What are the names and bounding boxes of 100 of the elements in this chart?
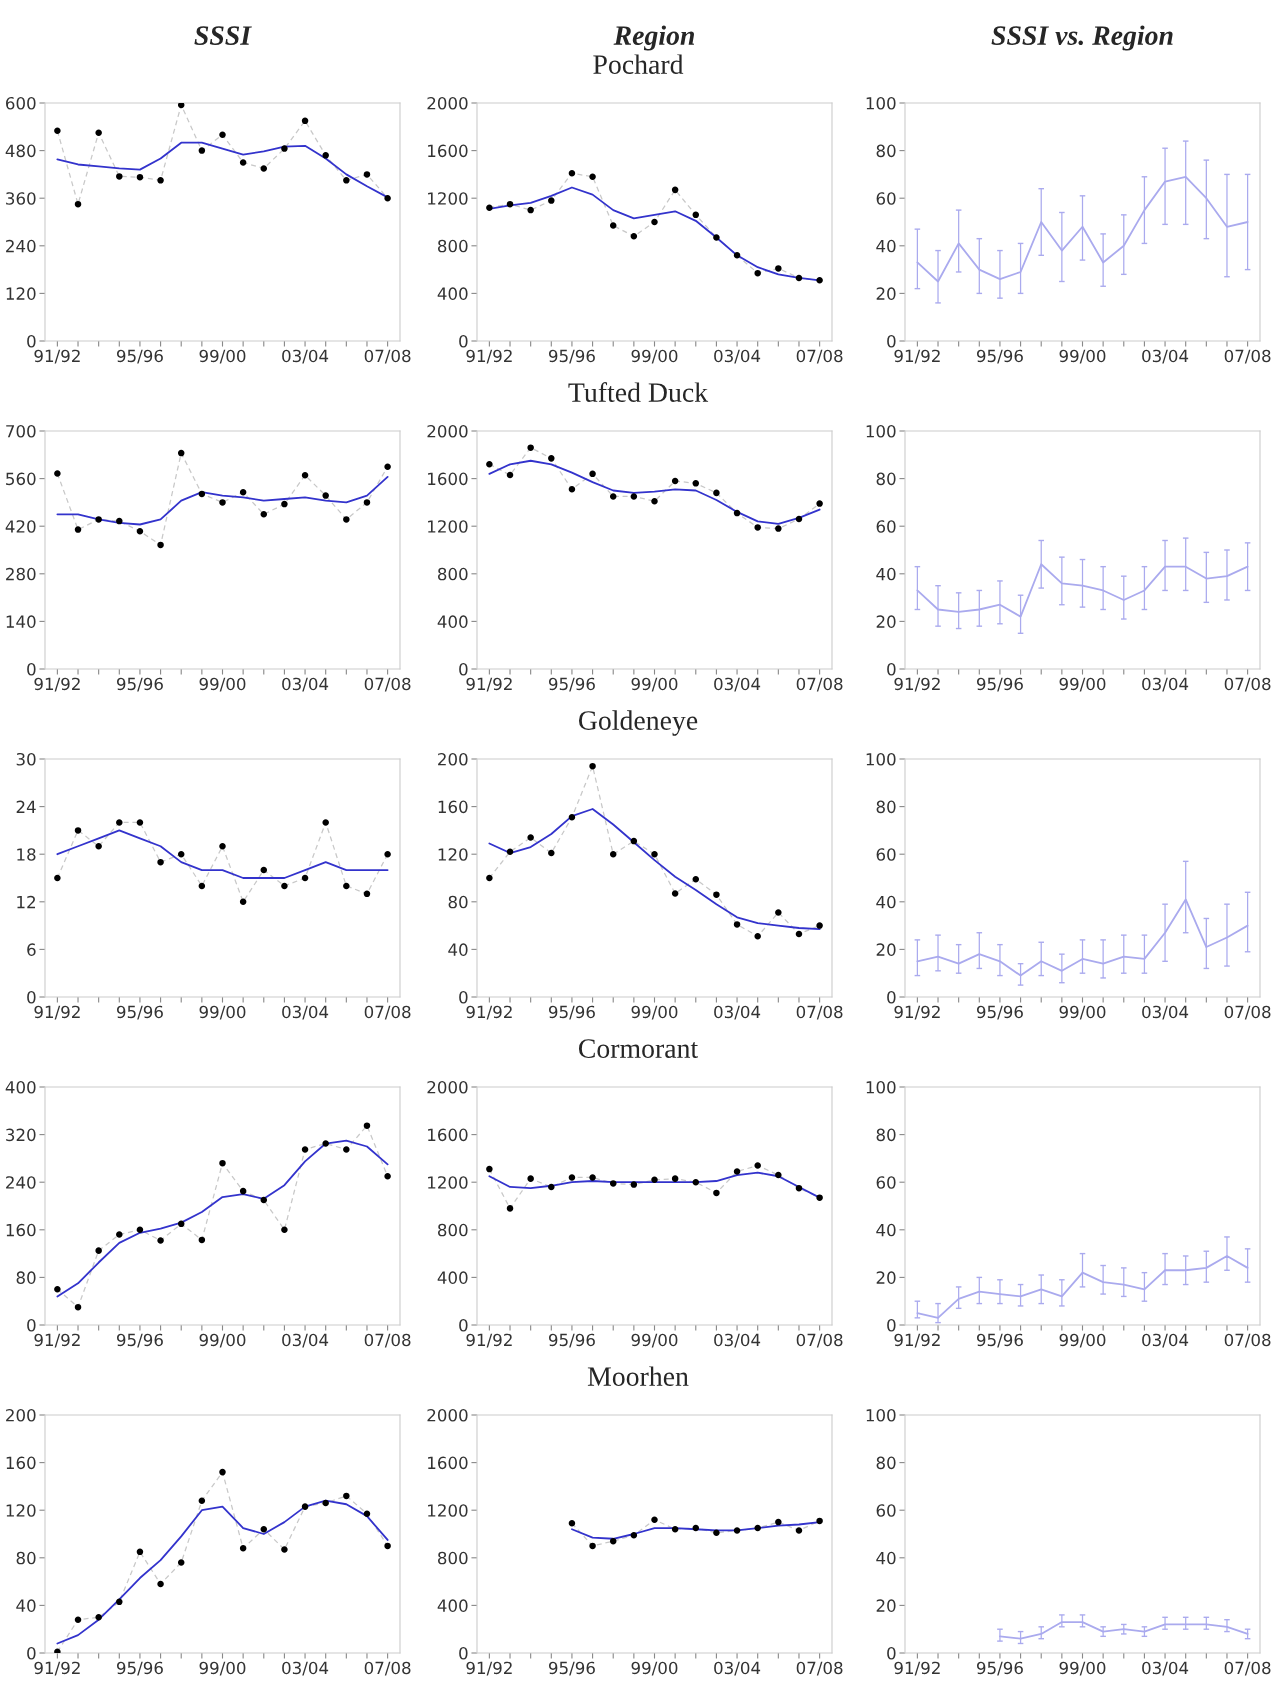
point (74, 1616, 82, 1623)
point (589, 762, 596, 770)
x-tick-label: 99/00 (199, 1333, 246, 1348)
y-tick-label: 40 (876, 895, 896, 909)
point (219, 1159, 226, 1167)
line-series (488, 808, 821, 931)
point (157, 541, 164, 549)
y-tick-label: 20 (876, 615, 896, 628)
point (671, 477, 679, 485)
x-tick-label: 99/00 (1059, 1333, 1106, 1348)
point (239, 1187, 247, 1195)
y-tick-label: 20 (876, 287, 896, 300)
x-tick-label: 95/96 (116, 1005, 163, 1020)
point (651, 1176, 658, 1184)
x-tick-label: 91/92 (894, 677, 940, 692)
x-tick-label: 99/00 (631, 1005, 678, 1020)
point (733, 509, 741, 517)
x-tick-label: 07/08 (1224, 349, 1271, 364)
y-tick-label: 140 (6, 615, 36, 628)
point (54, 127, 61, 135)
point (775, 1518, 782, 1526)
x-tick-label: 95/96 (976, 1661, 1023, 1676)
x-tick-label: 95/96 (976, 677, 1023, 692)
y-tick-label: 360 (6, 192, 36, 205)
point (733, 921, 741, 928)
point (301, 1503, 309, 1510)
point (136, 819, 144, 826)
point (74, 200, 82, 208)
y-tick-label: 40 (876, 567, 896, 581)
point (343, 1492, 350, 1500)
point (816, 277, 823, 284)
point (322, 492, 329, 499)
point (343, 177, 350, 184)
point (589, 470, 596, 478)
point (177, 1220, 185, 1228)
point (692, 480, 700, 487)
point (157, 177, 164, 184)
point (733, 1168, 741, 1175)
point (506, 471, 514, 479)
y-tick-label: 0 (887, 334, 896, 348)
x-tick-label: 03/04 (282, 349, 329, 364)
point (486, 204, 493, 211)
x-tick-label: 91/92 (34, 677, 80, 692)
y-tick-label: 0 (27, 662, 36, 676)
y-tick-label: 0 (887, 662, 896, 676)
x-tick-label: 91/92 (466, 1005, 512, 1020)
y-tick-label: 0 (27, 1318, 36, 1332)
y-tick-label: 800 (437, 239, 468, 253)
y-tick-label: 320 (6, 1128, 36, 1142)
y-tick-label: 400 (437, 1271, 468, 1284)
chart-subtitle: Tufted Duck (568, 382, 709, 402)
y-tick-label: 60 (876, 192, 896, 205)
y-tick-label: 0 (459, 662, 468, 676)
y-tick-label: 60 (876, 520, 896, 533)
point (157, 1237, 164, 1244)
point (198, 1497, 206, 1504)
point (568, 169, 576, 177)
point (713, 891, 720, 898)
y-tick-label: 160 (6, 1456, 36, 1470)
x-tick-label: 07/08 (796, 1333, 843, 1348)
point (343, 882, 350, 890)
point (219, 131, 226, 138)
y-tick-label: 20 (876, 1599, 896, 1612)
point (281, 145, 288, 152)
x-tick-label: 95/96 (548, 349, 595, 364)
y-tick-label: 600 (6, 96, 36, 110)
point (177, 103, 185, 109)
point (74, 827, 82, 834)
y-tick-label: 560 (6, 472, 36, 486)
point (198, 147, 206, 154)
point (322, 1140, 329, 1147)
point (281, 1226, 288, 1234)
point (363, 499, 371, 506)
x-tick-label: 95/96 (548, 677, 595, 692)
point (630, 1531, 638, 1539)
x-tick-label: 03/04 (282, 677, 329, 692)
point (713, 489, 720, 497)
y-tick-label: 0 (459, 1646, 468, 1660)
point (363, 1510, 371, 1518)
point (816, 500, 823, 507)
y-tick-label: 100 (866, 1408, 896, 1422)
point (260, 1525, 268, 1533)
point (795, 1184, 803, 1192)
point (260, 866, 268, 874)
x-tick-label: 03/04 (1142, 1005, 1189, 1020)
point (713, 1529, 720, 1537)
point (54, 1648, 61, 1653)
point (54, 874, 61, 882)
x-tick-label: 91/92 (466, 1661, 512, 1676)
y-tick-label: 120 (438, 848, 468, 861)
chart-subtitle: Moorhen (587, 1366, 689, 1386)
y-tick-label: 6 (27, 943, 36, 956)
chart-title: Region (613, 25, 695, 51)
x-tick-label: 03/04 (714, 1005, 761, 1020)
y-tick-label: 20 (876, 1271, 896, 1284)
point (527, 834, 534, 841)
point (630, 493, 638, 500)
point (671, 186, 679, 194)
point (816, 922, 823, 929)
point (363, 890, 371, 898)
